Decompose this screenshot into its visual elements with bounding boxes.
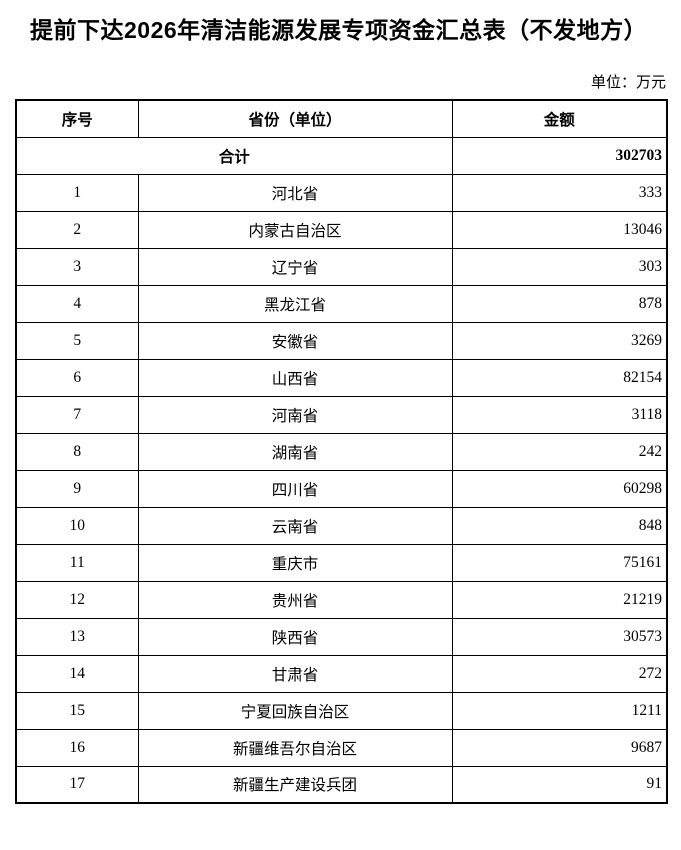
row-amount: 242 [451, 432, 668, 471]
row-province: 宁夏回族自治区 [137, 691, 453, 730]
row-province: 河南省 [137, 395, 453, 434]
row-province: 新疆生产建设兵团 [137, 765, 453, 804]
row-province: 重庆市 [137, 543, 453, 582]
row-no: 14 [15, 654, 139, 693]
row-no: 13 [15, 617, 139, 656]
row-amount: 333 [451, 173, 668, 212]
row-province: 陕西省 [137, 617, 453, 656]
row-amount: 878 [451, 284, 668, 323]
row-province: 山西省 [137, 358, 453, 397]
row-amount: 3118 [451, 395, 668, 434]
table-row: 16 新疆维吾尔自治区 9687 [15, 728, 668, 767]
row-amount: 848 [451, 506, 668, 545]
row-no: 9 [15, 469, 139, 508]
table-row: 3 辽宁省 303 [15, 247, 668, 286]
table-row: 15 宁夏回族自治区 1211 [15, 691, 668, 730]
row-amount: 272 [451, 654, 668, 693]
row-no: 3 [15, 247, 139, 286]
total-row: 合计 302703 [15, 136, 668, 175]
row-no: 8 [15, 432, 139, 471]
row-amount: 303 [451, 247, 668, 286]
row-no: 16 [15, 728, 139, 767]
row-province: 内蒙古自治区 [137, 210, 453, 249]
row-no: 6 [15, 358, 139, 397]
col-header-no: 序号 [15, 99, 139, 138]
row-amount: 9687 [451, 728, 668, 767]
row-no: 7 [15, 395, 139, 434]
row-amount: 60298 [451, 469, 668, 508]
col-header-province: 省份（单位） [137, 99, 453, 138]
table-header-row: 序号 省份（单位） 金额 [15, 99, 668, 138]
total-amount: 302703 [451, 136, 668, 175]
row-no: 2 [15, 210, 139, 249]
table-row: 2 内蒙古自治区 13046 [15, 210, 668, 249]
table-row: 11 重庆市 75161 [15, 543, 668, 582]
table-row: 8 湖南省 242 [15, 432, 668, 471]
row-province: 甘肃省 [137, 654, 453, 693]
page-title: 提前下达2026年清洁能源发展专项资金汇总表（不发地方） [30, 17, 648, 43]
row-province: 湖南省 [137, 432, 453, 471]
row-amount: 75161 [451, 543, 668, 582]
row-amount: 30573 [451, 617, 668, 656]
row-no: 12 [15, 580, 139, 619]
row-no: 10 [15, 506, 139, 545]
table-row: 4 黑龙江省 878 [15, 284, 668, 323]
row-province: 黑龙江省 [137, 284, 453, 323]
table-row: 5 安徽省 3269 [15, 321, 668, 360]
row-amount: 13046 [451, 210, 668, 249]
row-province: 贵州省 [137, 580, 453, 619]
row-no: 4 [15, 284, 139, 323]
row-province: 河北省 [137, 173, 453, 212]
row-no: 5 [15, 321, 139, 360]
unit-note: 单位：万元 [590, 75, 666, 91]
row-no: 17 [15, 765, 139, 804]
row-province: 云南省 [137, 506, 453, 545]
col-header-amount: 金额 [451, 99, 668, 138]
table-row: 7 河南省 3118 [15, 395, 668, 434]
row-amount: 1211 [451, 691, 668, 730]
table-row: 17 新疆生产建设兵团 91 [15, 765, 668, 804]
row-province: 四川省 [137, 469, 453, 508]
row-province: 新疆维吾尔自治区 [137, 728, 453, 767]
row-no: 11 [15, 543, 139, 582]
table-row: 12 贵州省 21219 [15, 580, 668, 619]
total-label: 合计 [15, 136, 453, 175]
table-row: 9 四川省 60298 [15, 469, 668, 508]
row-amount: 82154 [451, 358, 668, 397]
table-row: 10 云南省 848 [15, 506, 668, 545]
row-province: 安徽省 [137, 321, 453, 360]
table-row: 1 河北省 333 [15, 173, 668, 212]
row-province: 辽宁省 [137, 247, 453, 286]
row-amount: 91 [451, 765, 668, 804]
row-amount: 3269 [451, 321, 668, 360]
row-no: 15 [15, 691, 139, 730]
row-amount: 21219 [451, 580, 668, 619]
row-no: 1 [15, 173, 139, 212]
table-row: 13 陕西省 30573 [15, 617, 668, 656]
fund-summary-table: 序号 省份（单位） 金额 合计 302703 1 河北省 333 2 内蒙古自治… [15, 99, 668, 804]
table-row: 14 甘肃省 272 [15, 654, 668, 693]
table-row: 6 山西省 82154 [15, 358, 668, 397]
